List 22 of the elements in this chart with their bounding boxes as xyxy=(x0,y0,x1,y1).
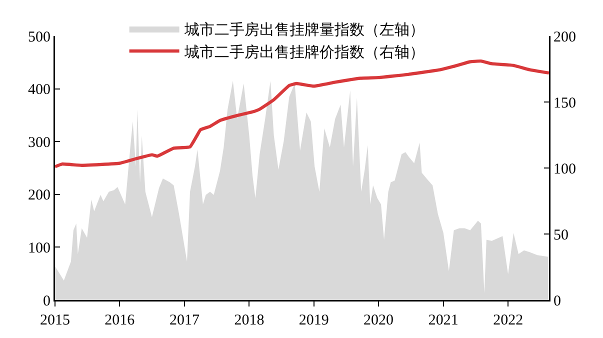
y2-tick-label: 0 xyxy=(554,293,561,310)
y-tick-label: 500 xyxy=(28,29,50,46)
y2-tick-label: 50 xyxy=(554,227,568,244)
x-tick-label: 2019 xyxy=(298,312,329,328)
legend-label: 城市二手房出售挂牌价指数（右轴） xyxy=(183,44,424,61)
y2-tick-label: 150 xyxy=(554,95,576,112)
y-tick-label: 0 xyxy=(43,293,50,310)
y-tick-label: 200 xyxy=(28,188,50,204)
x-tick-label: 2016 xyxy=(104,312,136,328)
x-tick-label: 2020 xyxy=(364,312,394,328)
y2-tick-label: 100 xyxy=(554,161,576,178)
x-tick-label: 2015 xyxy=(40,312,70,328)
y-tick-label: 300 xyxy=(28,134,50,151)
line-series xyxy=(55,59,549,168)
x-tick-label: 2022 xyxy=(493,312,524,328)
x-tick-label: 2018 xyxy=(234,312,264,328)
y-tick-label: 400 xyxy=(28,82,50,98)
x-tick-label: 2017 xyxy=(170,312,200,328)
y-tick-label: 100 xyxy=(28,240,50,256)
legend-label: 城市二手房出售挂牌量指数（左轴） xyxy=(183,21,424,38)
y2-tick-label: 200 xyxy=(554,29,576,46)
x-tick-label: 2021 xyxy=(428,312,458,328)
